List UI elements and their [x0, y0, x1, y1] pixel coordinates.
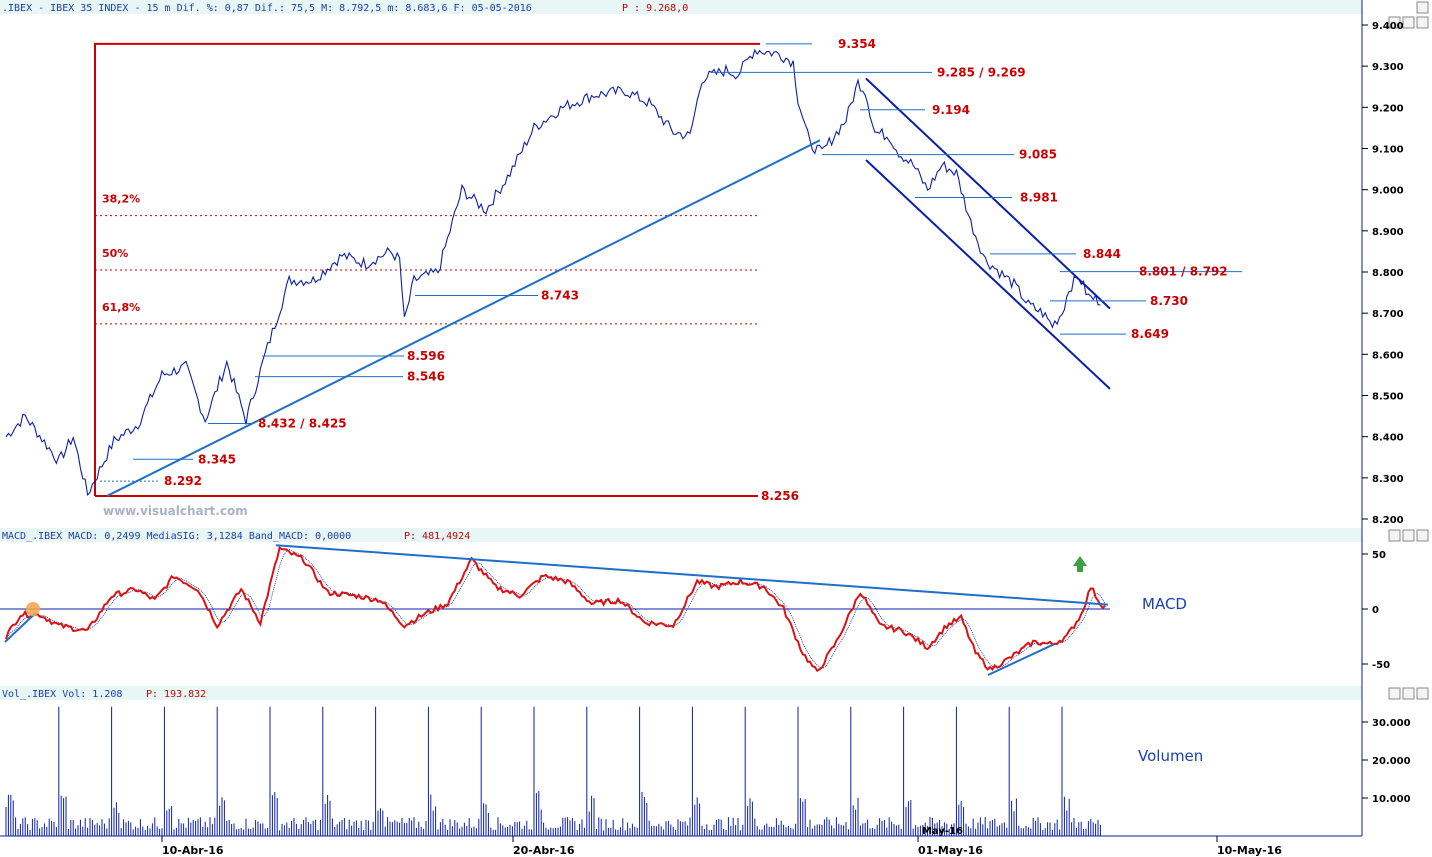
macd-panel-buttons[interactable] — [1388, 529, 1429, 542]
fib-label: 50% — [102, 247, 128, 260]
macd-panel — [0, 544, 1110, 676]
y-tick-label: 9.100 — [1372, 145, 1404, 156]
price-header-last: P : 9.268,0 — [622, 3, 688, 14]
x-tick-label: 10-Abr-16 — [162, 844, 224, 857]
price-axis-bg — [1362, 0, 1432, 528]
level-label: 8.596 — [407, 349, 445, 363]
axes: 9.400 9.300 9.200 9.100 9.000 8.900 8.800 8.700… — [0, 21, 1411, 857]
y-tick-label: 8.200 — [1372, 515, 1404, 526]
x-tick-label: 01-May-16 — [918, 844, 983, 857]
level-label: 9.085 — [1019, 148, 1057, 162]
restore-button[interactable] — [1402, 16, 1415, 29]
level-label: 8.743 — [541, 288, 579, 302]
y-tick-label: 8.700 — [1372, 309, 1404, 320]
level-label: 8.345 — [198, 452, 236, 466]
price-panel-header — [0, 0, 1362, 14]
fib-range-box — [94, 42, 760, 496]
crossover-marker — [26, 602, 40, 616]
up-arrow-icon — [1073, 556, 1087, 572]
fib-label: 38,2% — [102, 193, 140, 206]
level-label: 8.256 — [761, 489, 799, 503]
collapse-button[interactable] — [1388, 529, 1401, 542]
volume-annotation: May-16 — [922, 826, 963, 837]
macd-panel-label: MACD — [1142, 595, 1187, 613]
macd-start-line — [4, 613, 35, 643]
y-tick-label: 8.400 — [1372, 433, 1404, 444]
level-label: 9.194 — [932, 103, 970, 117]
macd-tick-label: 50 — [1372, 550, 1386, 561]
macd-resistance-trendline — [275, 544, 1109, 606]
macd-line — [5, 545, 1106, 673]
maximize-button[interactable] — [1416, 1, 1429, 14]
x-tick-label: 20-Abr-16 — [513, 844, 575, 857]
price-header-text: .IBEX - IBEX 35 INDEX - 15 m Dif. %: 0,8… — [2, 3, 532, 14]
volume-panel: May-16 — [5, 706, 1101, 837]
level-label: 9.354 — [838, 37, 876, 51]
level-label: 9.285 / 9.269 — [937, 65, 1026, 79]
macd-header-text: MACD_.IBEX MACD: 0,2499 MediaSIG: 3,1284… — [2, 531, 351, 542]
x-tick-label: 10-May-16 — [1217, 844, 1282, 857]
volume-panel-label: Volumen — [1138, 747, 1203, 765]
collapse-button[interactable] — [1388, 16, 1401, 29]
volume-header-last: P: 193.832 — [146, 689, 206, 700]
y-tick-label: 9.400 — [1372, 21, 1404, 32]
macd-tick-label: -50 — [1372, 660, 1390, 671]
level-label: 8.649 — [1131, 327, 1169, 341]
watermark: www.visualchart.com — [103, 504, 248, 518]
y-tick-label: 8.900 — [1372, 227, 1404, 238]
macd-header-last: P: 481,4924 — [404, 531, 470, 542]
price-panel: 38,2% 50% 61,8% 9.354 9.285 / 9.269 9.194 9.08… — [5, 37, 1242, 503]
y-tick-label: 9.200 — [1372, 103, 1404, 114]
macd-tick-label: 0 — [1372, 605, 1379, 616]
volume-tick-label: 30.000 — [1372, 718, 1411, 729]
level-label: 8.981 — [1020, 190, 1058, 204]
volume-panel-header — [0, 686, 1362, 700]
y-tick-label: 8.500 — [1372, 392, 1404, 403]
close-button[interactable] — [1416, 687, 1429, 700]
macd-divergence-line — [987, 643, 1055, 676]
y-tick-label: 8.800 — [1372, 268, 1404, 279]
channel-lower-line — [865, 159, 1111, 390]
restore-button[interactable] — [1402, 529, 1415, 542]
fib-label: 61,8% — [102, 301, 140, 314]
price-panel-buttons[interactable] — [1388, 1, 1429, 29]
channel-upper-line — [865, 77, 1111, 310]
level-label: 8.546 — [407, 370, 445, 384]
level-label: 8.292 — [164, 474, 202, 488]
level-label: 8.844 — [1083, 247, 1121, 261]
level-label: 8.432 / 8.425 — [258, 416, 347, 430]
volume-panel-buttons[interactable] — [1388, 687, 1429, 700]
y-tick-label: 9.000 — [1372, 186, 1404, 197]
volume-tick-label: 10.000 — [1372, 794, 1411, 805]
restore-button[interactable] — [1402, 687, 1415, 700]
support-trendline — [106, 139, 821, 497]
level-label: 8.801 / 8.792 — [1139, 265, 1228, 279]
collapse-button[interactable] — [1388, 687, 1401, 700]
volume-header-text: Vol_.IBEX Vol: 1.208 — [2, 689, 122, 700]
y-tick-label: 9.300 — [1372, 62, 1404, 73]
macd-panel-header — [0, 528, 1362, 542]
y-tick-label: 8.600 — [1372, 350, 1404, 361]
close-button[interactable] — [1416, 529, 1429, 542]
close-button[interactable] — [1416, 16, 1429, 29]
price-series-line — [5, 48, 1101, 497]
level-label: 8.730 — [1150, 294, 1188, 308]
volume-tick-label: 20.000 — [1372, 756, 1411, 767]
y-tick-label: 8.300 — [1372, 474, 1404, 485]
